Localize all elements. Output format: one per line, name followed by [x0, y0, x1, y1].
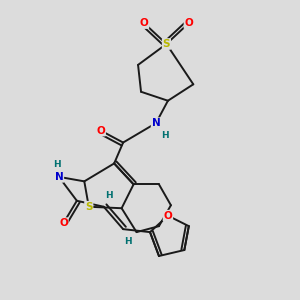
Text: H: H [161, 131, 169, 140]
Text: H: H [124, 237, 132, 246]
Text: S: S [163, 39, 170, 49]
Text: O: O [59, 218, 68, 228]
Text: O: O [164, 211, 172, 221]
Text: O: O [96, 126, 105, 136]
Text: N: N [152, 118, 160, 128]
Text: S: S [85, 202, 92, 212]
Text: H: H [54, 160, 61, 169]
Text: O: O [184, 18, 193, 28]
Text: H: H [105, 191, 113, 200]
Text: O: O [140, 18, 148, 28]
Text: N: N [55, 172, 63, 182]
